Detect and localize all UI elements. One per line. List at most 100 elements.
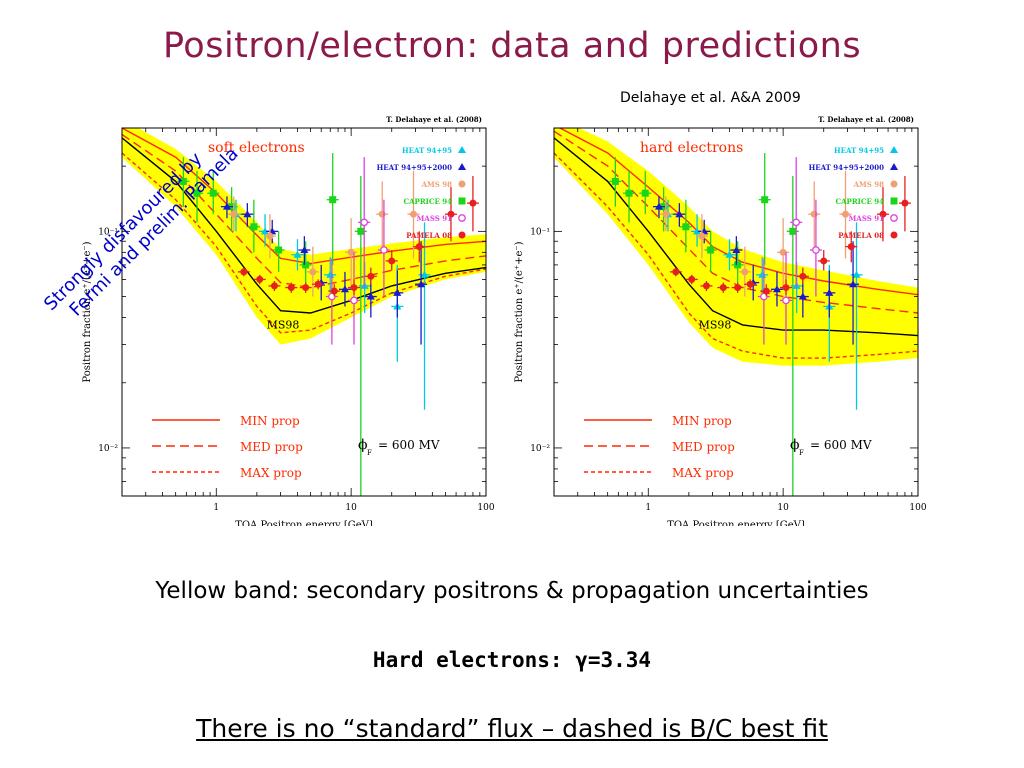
legend-label: HEAT 94+95+2000 (809, 163, 884, 172)
data-point-ams-98 (777, 218, 790, 288)
square-marker (734, 261, 742, 269)
phi-subscript: F (799, 449, 804, 457)
circle-marker (230, 210, 238, 218)
data-point-heat-94-95-2000 (730, 236, 743, 265)
data-point-pamela-08 (796, 267, 809, 285)
circle-marker (762, 287, 770, 295)
legend-line-label: MAX prop (672, 466, 734, 480)
square-marker (179, 177, 187, 185)
data-point-pamela-08 (385, 250, 398, 271)
circle-marker (779, 248, 787, 256)
caption-yellow-band: Yellow band: secondary positrons & propa… (155, 578, 869, 604)
open-circle-marker (360, 218, 369, 227)
open-circle-marker (792, 218, 801, 227)
data-point-caprice-94 (272, 231, 285, 272)
citation: Delahaye et al. A&A 2009 (620, 90, 801, 106)
phi-subscript: F (367, 449, 372, 457)
curve-med-prop (122, 133, 486, 289)
x-tick-label: 10 (345, 503, 357, 513)
legend-label: HEAT 94+95+2000 (377, 163, 452, 172)
legend-label: PAMELA 08 (838, 231, 884, 240)
triangle-marker (300, 246, 309, 254)
chart-hard-electrons: 1 10 100 10⁻² 10⁻¹ TOA Positron energy [GeV] P… (514, 115, 927, 526)
square-marker (357, 227, 365, 235)
square-marker (761, 196, 769, 204)
triangle-marker (825, 288, 834, 296)
data-point-caprice-94 (623, 170, 636, 223)
data-point-mass-91 (809, 199, 822, 297)
data-point-ams-98 (345, 218, 358, 288)
data-point-caprice-94 (704, 231, 717, 272)
ms98-label: MS98 (267, 319, 300, 332)
chart-credit: T. Delahaye et al. (2008) (818, 115, 914, 124)
data-point-ams-98 (376, 181, 389, 247)
data-point-pamela-08 (700, 280, 713, 292)
legend-label: AMS 98 (853, 180, 885, 189)
triangle-marker (849, 280, 858, 288)
triangle-marker (890, 146, 898, 153)
square-marker (329, 196, 337, 204)
circle-marker (734, 284, 742, 292)
triangle-marker (890, 163, 898, 170)
data-point-caprice-94 (758, 152, 771, 265)
data-point-ams-98 (839, 170, 852, 259)
data-point-heat-94-95-2000 (338, 271, 351, 307)
circle-marker (287, 284, 295, 292)
x-tick-label: 1 (645, 503, 651, 513)
circle-marker (347, 248, 355, 256)
data-point-pamela-08 (685, 274, 698, 285)
data-point-heat-94-95-2000 (652, 196, 665, 219)
circle-marker (810, 210, 818, 218)
data-point-mass-91 (377, 199, 390, 297)
triangle-marker (732, 246, 741, 254)
square-marker (789, 227, 797, 235)
open-circle-marker (812, 246, 820, 254)
data-point-heat-94-95 (723, 239, 736, 271)
data-point-pamela-08 (328, 284, 341, 297)
data-point-pamela-08 (285, 282, 298, 293)
triangle-marker (458, 146, 466, 153)
data-point-heat-94-95 (291, 239, 304, 271)
x-tick-label: 10 (777, 503, 789, 513)
triangle-marker (693, 227, 702, 235)
legend-line-label: MAX prop (240, 466, 302, 480)
circle-marker (256, 275, 264, 283)
chart-soft-electrons: 1 10 100 10⁻² 10⁻¹ TOA Positron energy [GeV] P… (82, 115, 495, 526)
circle-marker (447, 210, 455, 218)
circle-marker (458, 231, 466, 239)
data-point-mass-91 (779, 252, 792, 345)
curve-med-prop (554, 130, 918, 314)
data-point-pamela-08 (731, 282, 744, 293)
plot-area (122, 128, 486, 496)
triangle-marker (243, 210, 252, 218)
open-circle-marker (890, 214, 898, 222)
x-axis-label: TOA Positron energy [GeV] (667, 520, 805, 526)
circle-marker (266, 232, 274, 240)
data-point-heat-94-95-2000 (770, 271, 783, 307)
triangle-marker (393, 288, 402, 296)
data-point-pamela-08 (253, 274, 266, 285)
circle-marker (719, 284, 727, 292)
circle-marker (890, 180, 898, 188)
data-point-mass-91 (790, 157, 803, 288)
caption-hard-electrons: Hard electrons: γ=3.34 (372, 648, 652, 672)
data-point-pamela-08 (717, 282, 730, 293)
triangle-marker (725, 250, 734, 258)
square-marker (611, 177, 619, 185)
y-tick-label: 10⁻¹ (98, 227, 118, 237)
triangle-marker (675, 210, 684, 218)
legend-line-label: MED prop (240, 440, 303, 454)
open-circle-marker (782, 296, 790, 305)
data-point-pamela-08 (845, 231, 858, 263)
circle-marker (901, 199, 909, 207)
circle-marker (741, 268, 749, 276)
x-tick-label: 100 (909, 503, 926, 513)
data-point-ams-98 (306, 246, 319, 297)
data-point-caprice-94 (177, 157, 190, 207)
data-point-pamela-08 (237, 267, 250, 277)
circle-marker (367, 272, 375, 280)
data-point-ams-98 (263, 214, 276, 259)
legend-line-label: MIN prop (672, 414, 732, 428)
circle-marker (746, 280, 754, 288)
data-point-pamela-08 (299, 282, 312, 293)
